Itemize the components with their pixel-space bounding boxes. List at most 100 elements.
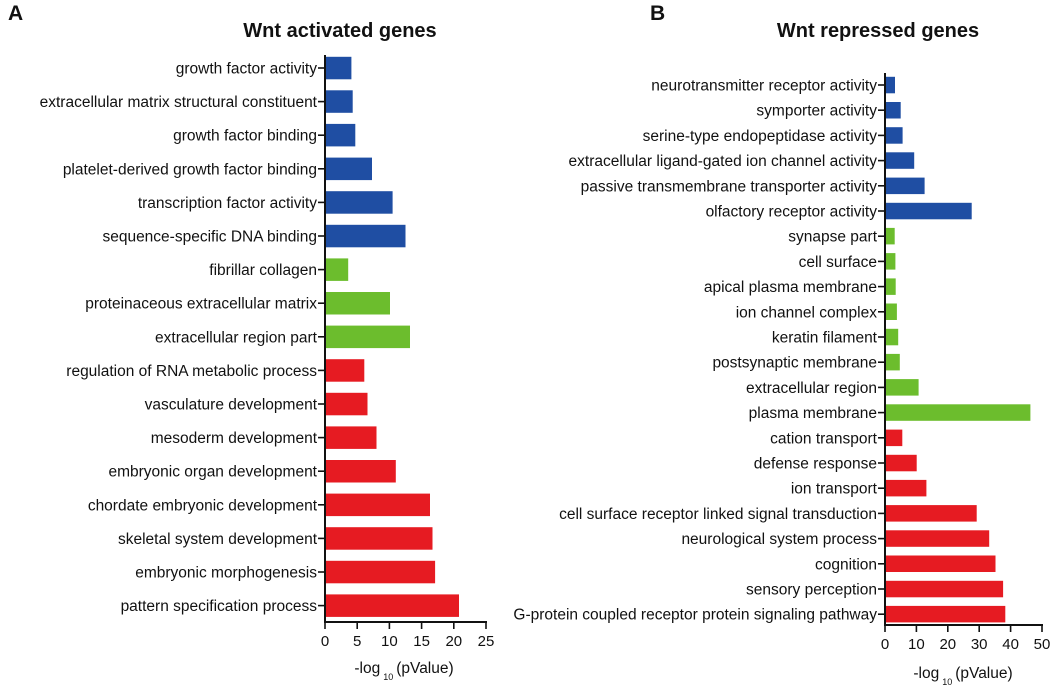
bar-b-21: [885, 580, 1004, 598]
category-label-b-6: olfactory receptor activity: [706, 204, 878, 221]
category-label-b-20: cognition: [815, 556, 877, 573]
x-tick-label-a-2: 5: [353, 633, 361, 650]
bar-b-2: [885, 102, 901, 119]
bar-b-5: [885, 177, 925, 195]
category-label-b-14: plasma membrane: [749, 405, 877, 422]
bar-b-1: [885, 76, 895, 94]
bar-a-1: [325, 56, 352, 80]
bar-a-13: [325, 460, 396, 483]
bar-a-2: [325, 90, 353, 113]
category-label-b-5: passive transmembrane transporter activi…: [581, 178, 878, 195]
bar-b-11: [885, 328, 899, 346]
bar-b-20: [885, 555, 996, 572]
x-tick-label-b-1: 0: [881, 636, 889, 653]
category-label-a-3: growth factor binding: [173, 128, 317, 145]
category-label-b-13: extracellular region: [746, 380, 877, 397]
bar-b-15: [885, 429, 903, 447]
bar-a-6: [325, 224, 406, 248]
bar-a-11: [325, 392, 368, 416]
bar-a-7: [325, 258, 349, 281]
x-tick-label-a-3: 10: [381, 633, 398, 650]
bar-b-14: [885, 404, 1031, 421]
bar-a-5: [325, 191, 393, 214]
bar-a-16: [325, 560, 436, 584]
x-tick-label-b-6: 50: [1034, 636, 1050, 653]
bar-a-9: [325, 325, 410, 349]
category-label-a-12: mesoderm development: [151, 430, 318, 447]
x-tick-label-b-2: 10: [908, 636, 925, 653]
bar-b-19: [885, 530, 990, 547]
bar-a-14: [325, 493, 430, 517]
x-tick-label-a-6: 25: [478, 633, 495, 650]
bar-b-18: [885, 505, 977, 522]
x-axis-label-b-subscript: 10: [942, 677, 952, 687]
x-ticks-b: 0 10 20 30 40 50: [878, 84, 1050, 653]
category-label-b-16: defense response: [754, 456, 877, 473]
panel-a-wnt-activated: A Wnt activated genes growth factor acti…: [8, 2, 494, 682]
bars-b: [885, 76, 1031, 623]
category-label-a-9: extracellular region part: [155, 329, 318, 346]
panel-b-wnt-repressed: B Wnt repressed genes neurotransmitter r…: [513, 2, 1050, 687]
x-tick-label-b-3: 20: [939, 636, 956, 653]
x-axis-label-a-log: -log: [354, 660, 380, 677]
x-axis-label-a-subscript: 10: [383, 672, 393, 682]
bar-b-13: [885, 379, 919, 396]
bars-a: [325, 56, 459, 617]
category-label-b-19: neurological system process: [681, 531, 877, 548]
chart-title-a: Wnt activated genes: [243, 20, 436, 42]
category-label-b-10: ion channel complex: [736, 304, 878, 321]
x-tick-label-a-5: 20: [445, 633, 462, 650]
category-labels-b: neurotransmitter receptor activity sympor…: [513, 78, 877, 624]
x-axis-label-b: -log 10 (pValue): [913, 665, 1012, 687]
category-label-a-6: sequence-specific DNA binding: [102, 229, 317, 246]
category-label-a-15: skeletal system development: [118, 531, 318, 548]
category-label-b-17: ion transport: [791, 481, 878, 498]
bar-b-22: [885, 605, 1006, 623]
category-label-a-1: growth factor activity: [176, 61, 318, 78]
bar-b-6: [885, 202, 972, 220]
x-tick-label-b-5: 40: [1002, 636, 1019, 653]
category-label-b-4: extracellular ligand-gated ion channel a…: [569, 153, 878, 170]
x-axis-label-b-log: -log: [913, 665, 939, 682]
bar-b-3: [885, 127, 903, 144]
bar-a-10: [325, 359, 365, 382]
x-tick-label-a-4: 15: [413, 633, 430, 650]
bar-a-4: [325, 157, 372, 181]
bar-b-17: [885, 479, 927, 497]
x-ticks-a: 0 5 10 15 20 25: [318, 67, 495, 650]
bar-a-3: [325, 123, 356, 147]
category-label-b-3: serine-type endopeptidase activity: [643, 128, 878, 145]
bar-a-8: [325, 292, 390, 315]
bar-b-4: [885, 152, 915, 169]
x-axis-label-a-pvalue: (pValue): [396, 660, 453, 677]
category-label-a-13: embryonic organ development: [108, 464, 317, 481]
category-label-b-11: keratin filament: [772, 330, 878, 347]
bar-b-12: [885, 353, 900, 371]
category-label-b-18: cell surface receptor linked signal tran…: [559, 506, 877, 523]
category-label-b-8: cell surface: [799, 254, 877, 271]
x-axis-label-a: -log 10 (pValue): [354, 660, 453, 682]
category-label-b-9: apical plasma membrane: [704, 279, 877, 296]
category-label-b-2: symporter activity: [756, 103, 877, 120]
category-label-a-8: proteinaceous extracellular matrix: [85, 296, 317, 313]
category-label-b-12: postsynaptic membrane: [712, 355, 877, 372]
category-label-a-17: pattern specification process: [121, 598, 318, 615]
bar-b-8: [885, 253, 896, 270]
bar-b-10: [885, 303, 897, 320]
category-label-a-4: platelet-derived growth factor binding: [63, 161, 317, 178]
category-labels-a: growth factor activity extracellular matr…: [40, 61, 318, 616]
category-label-a-14: chordate embryonic development: [88, 497, 318, 514]
category-label-a-2: extracellular matrix structural constitu…: [40, 94, 318, 111]
category-label-b-7: synapse part: [788, 229, 877, 246]
category-label-a-5: transcription factor activity: [138, 195, 317, 212]
x-tick-label-b-4: 30: [971, 636, 988, 653]
bar-b-9: [885, 278, 896, 295]
panel-letter-a: A: [8, 2, 23, 25]
x-axis-label-b-pvalue: (pValue): [955, 665, 1012, 682]
bar-b-16: [885, 454, 917, 472]
panel-letter-b: B: [650, 2, 665, 25]
bar-a-15: [325, 527, 433, 550]
category-label-b-1: neurotransmitter receptor activity: [651, 78, 877, 95]
x-tick-label-a-1: 0: [321, 633, 329, 650]
